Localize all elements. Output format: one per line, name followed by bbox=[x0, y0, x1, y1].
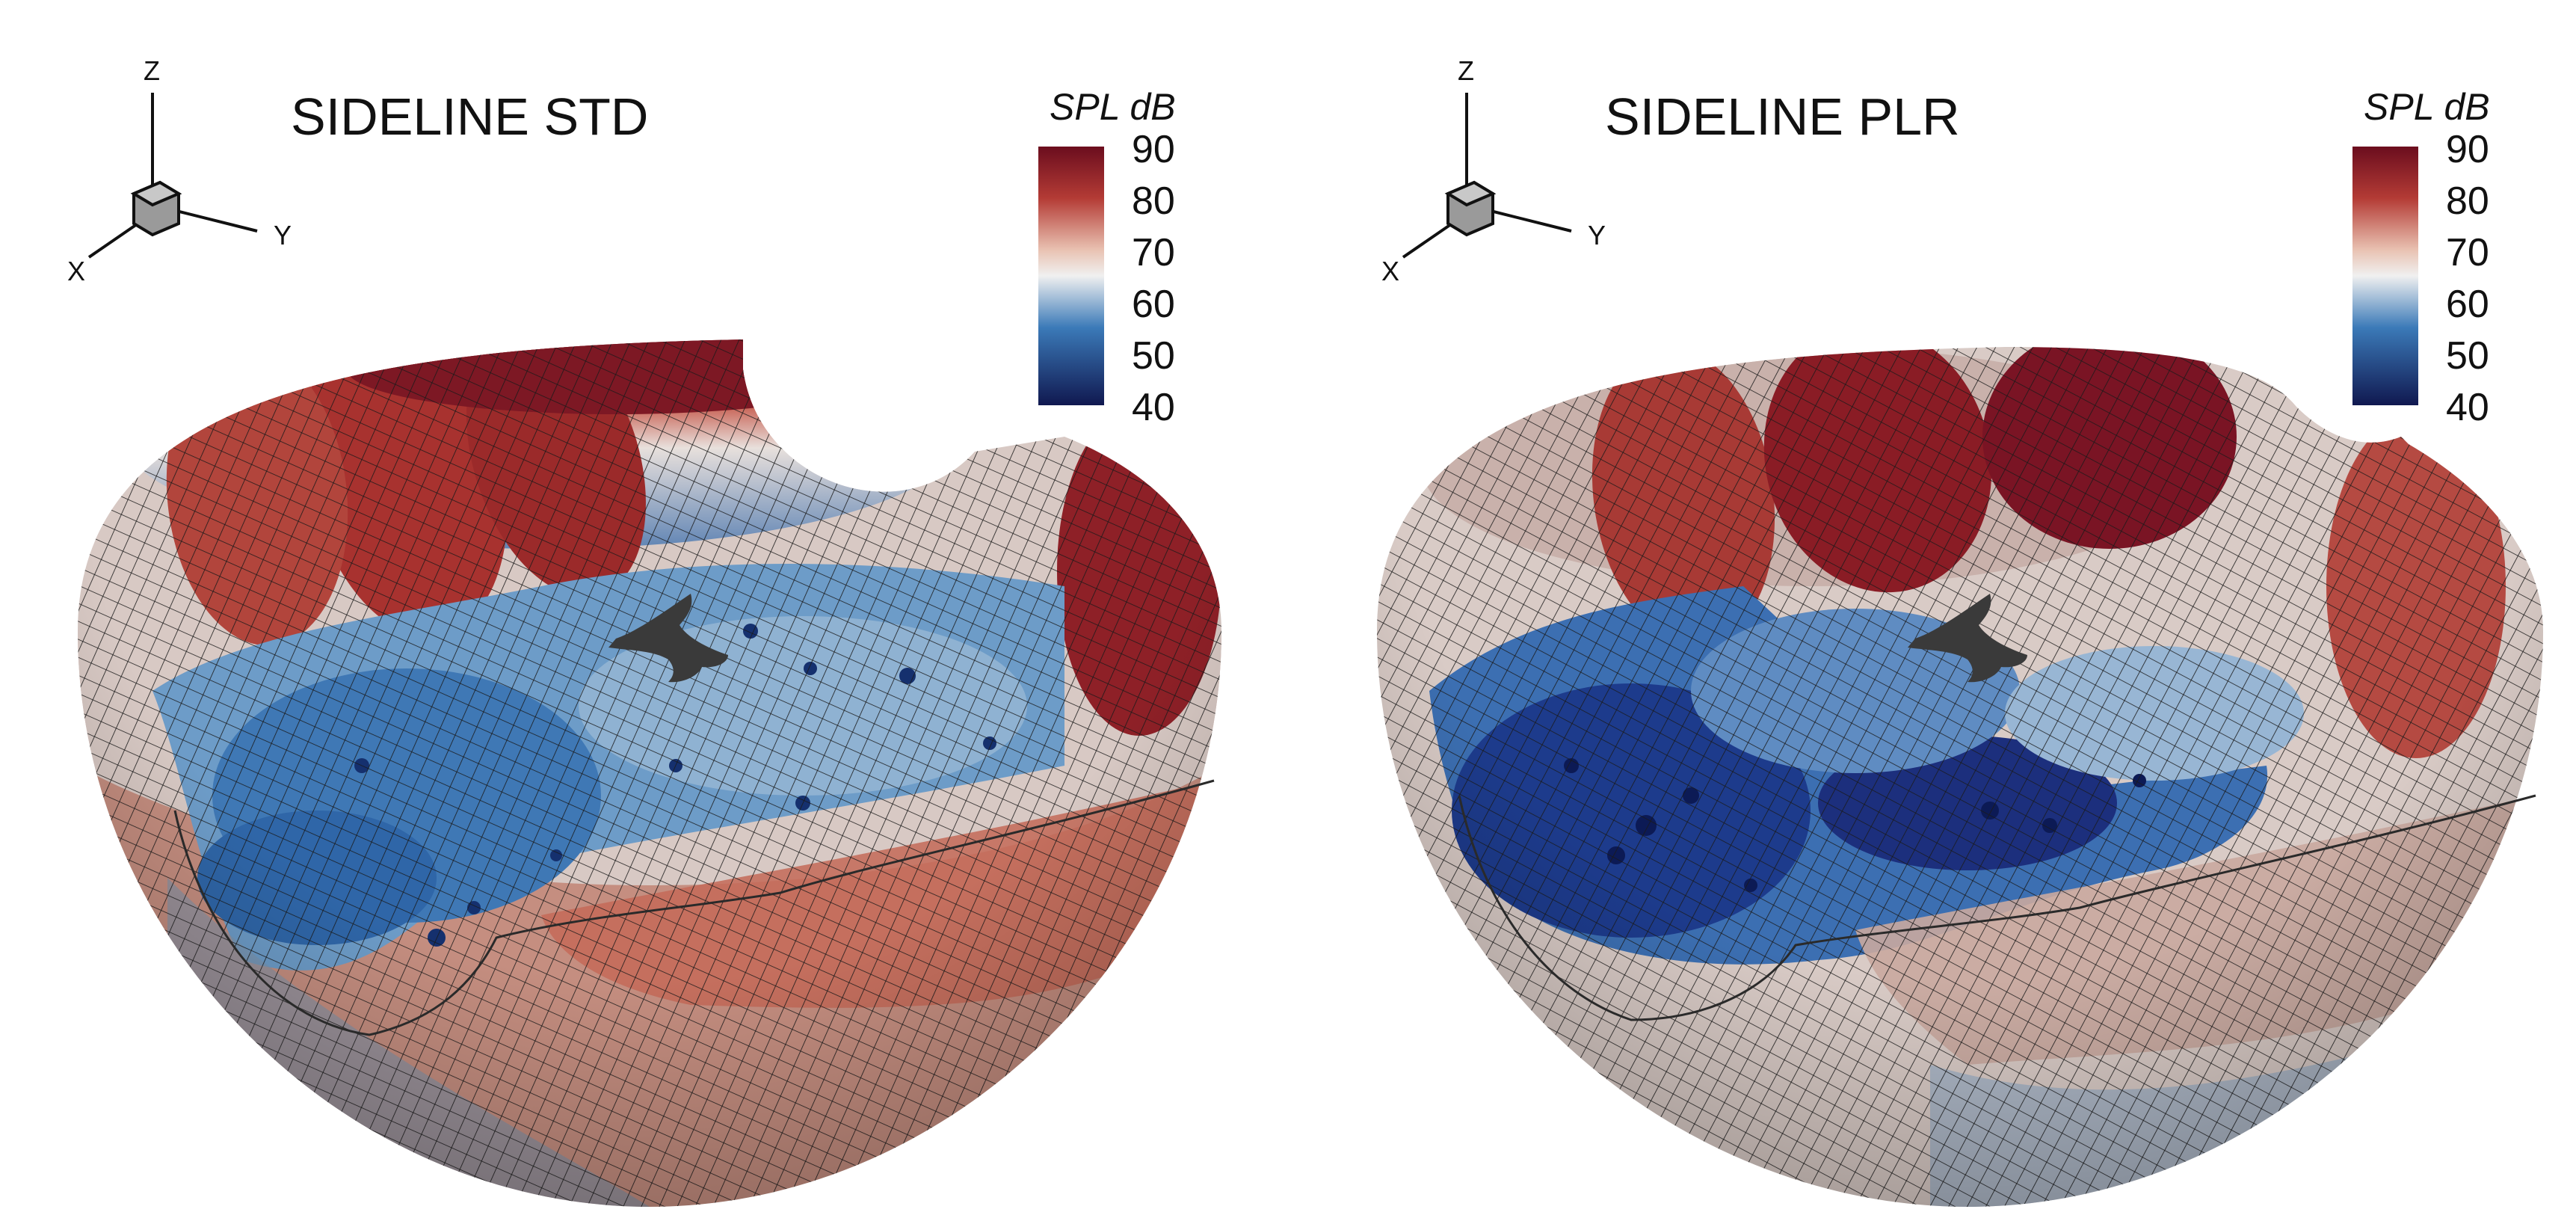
colorbar-tick: 60 bbox=[1132, 283, 1175, 326]
panel-sideline-std: Z Y X SIDELINE STD SPL dB 90 80 70 60 50… bbox=[18, 18, 1274, 1222]
colorbar-tick: 70 bbox=[1132, 231, 1175, 274]
cutaway-edge bbox=[173, 779, 1215, 1036]
axis-label-x: X bbox=[1381, 256, 1400, 286]
colorbar-plr bbox=[2352, 147, 2418, 405]
axis-label-z: Z bbox=[144, 55, 160, 86]
panel-sideline-plr: Z Y X SIDELINE PLR SPL dB 90 80 70 60 50… bbox=[1332, 18, 2576, 1222]
colorbar-label: SPL dB bbox=[2364, 86, 2490, 128]
axis-label-y: Y bbox=[1588, 220, 1606, 250]
colorbar-tick: 90 bbox=[2446, 128, 2489, 171]
axis-label-z: Z bbox=[1458, 55, 1474, 86]
colorbar-tick: 80 bbox=[1132, 179, 1175, 223]
colorbar-tick: 40 bbox=[1132, 386, 1175, 429]
colorbar-tick: 80 bbox=[2446, 179, 2489, 223]
hemisphere-plot-std bbox=[78, 93, 1221, 1207]
colorbar-tick: 90 bbox=[1132, 128, 1175, 171]
hemisphere-plot-plr bbox=[1377, 93, 2543, 1207]
colorbar-label: SPL dB bbox=[1050, 86, 1176, 128]
axis-triad-std bbox=[87, 93, 258, 259]
axis-label-y: Y bbox=[274, 220, 292, 250]
aircraft-icon bbox=[1908, 594, 2027, 683]
panel-title: SIDELINE PLR bbox=[1605, 87, 1960, 146]
colorbar-std bbox=[1038, 147, 1104, 405]
colorbar-tick: 60 bbox=[2446, 283, 2489, 326]
aircraft-icon bbox=[608, 594, 728, 683]
colorbar-tick: 50 bbox=[2446, 334, 2489, 378]
colorbar-tick: 40 bbox=[2446, 386, 2489, 429]
cutaway-edge bbox=[1458, 794, 2536, 1021]
axis-label-x: X bbox=[67, 256, 86, 286]
panel-title: SIDELINE STD bbox=[291, 87, 649, 146]
colorbar-tick: 50 bbox=[1132, 334, 1175, 378]
colorbar-tick: 70 bbox=[2446, 231, 2489, 274]
axis-triad-plr bbox=[1402, 93, 1572, 259]
